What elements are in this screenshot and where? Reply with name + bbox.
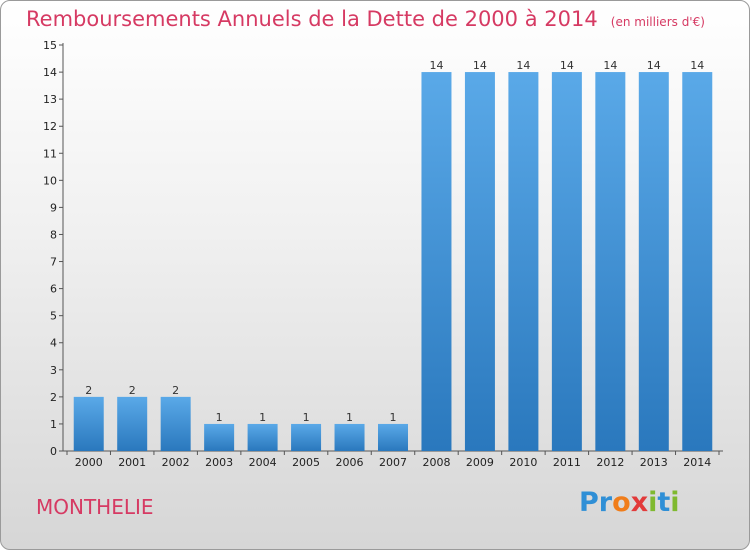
y-tick-label: 9 bbox=[50, 201, 57, 214]
data-label: 14 bbox=[429, 59, 443, 72]
x-tick-label: 2003 bbox=[205, 456, 233, 469]
y-tick-label: 5 bbox=[50, 310, 57, 323]
logo-letter: x bbox=[630, 487, 649, 518]
logo-letter: i bbox=[648, 487, 658, 518]
y-tick-label: 15 bbox=[43, 39, 57, 52]
commune-name: MONTHELIE bbox=[36, 495, 154, 519]
data-label: 2 bbox=[129, 384, 136, 397]
data-label: 14 bbox=[560, 59, 574, 72]
proxiti-logo: Proxiti bbox=[579, 487, 680, 518]
bar bbox=[291, 423, 322, 451]
logo-letter: i bbox=[670, 487, 680, 518]
y-tick-label: 4 bbox=[50, 337, 57, 350]
x-tick-label: 2006 bbox=[336, 456, 364, 469]
chart-title: Remboursements Annuels de la Dette de 20… bbox=[26, 7, 598, 31]
data-label: 1 bbox=[303, 411, 310, 424]
y-tick-label: 6 bbox=[50, 283, 57, 296]
y-tick-label: 7 bbox=[50, 256, 57, 269]
y-tick-label: 2 bbox=[50, 391, 57, 404]
logo-letter: t bbox=[657, 487, 671, 518]
y-tick-label: 8 bbox=[50, 228, 57, 241]
x-tick-label: 2007 bbox=[379, 456, 407, 469]
x-tick-label: 2008 bbox=[422, 456, 450, 469]
data-label: 14 bbox=[516, 59, 530, 72]
data-label: 1 bbox=[259, 411, 266, 424]
bar bbox=[160, 396, 191, 451]
y-tick-label: 1 bbox=[50, 418, 57, 431]
x-tick-label: 2001 bbox=[118, 456, 146, 469]
chart-subtitle: (en milliers d'€) bbox=[610, 15, 705, 29]
y-tick-label: 13 bbox=[43, 93, 57, 106]
logo-letter: r bbox=[598, 487, 613, 518]
y-tick-label: 10 bbox=[43, 174, 57, 187]
x-tick-label: 2004 bbox=[249, 456, 277, 469]
x-tick-label: 2009 bbox=[466, 456, 494, 469]
y-tick-label: 12 bbox=[43, 120, 57, 133]
chart-title-block: Remboursements Annuels de la Dette de 20… bbox=[26, 7, 705, 31]
bar bbox=[421, 72, 452, 452]
x-tick-label: 2012 bbox=[596, 456, 624, 469]
y-tick-label: 0 bbox=[50, 445, 57, 458]
bar bbox=[334, 423, 365, 451]
logo-letter: P bbox=[579, 487, 599, 518]
bar bbox=[73, 396, 104, 451]
x-tick-label: 2010 bbox=[509, 456, 537, 469]
data-label: 14 bbox=[690, 59, 704, 72]
bar bbox=[117, 396, 148, 451]
bar bbox=[378, 423, 408, 451]
logo-letter: o bbox=[612, 487, 631, 518]
data-label: 14 bbox=[647, 59, 661, 72]
x-tick-label: 2000 bbox=[75, 456, 103, 469]
bar bbox=[551, 72, 582, 452]
data-label: 1 bbox=[390, 411, 397, 424]
data-label: 14 bbox=[473, 59, 487, 72]
bar bbox=[595, 72, 626, 452]
x-tick-label: 2002 bbox=[162, 456, 190, 469]
bar bbox=[508, 72, 539, 452]
data-label: 14 bbox=[603, 59, 617, 72]
y-tick-label: 3 bbox=[50, 364, 57, 377]
data-label: 1 bbox=[346, 411, 353, 424]
x-tick-label: 2014 bbox=[683, 456, 711, 469]
x-tick-label: 2005 bbox=[292, 456, 320, 469]
y-tick-label: 11 bbox=[43, 147, 57, 160]
bar bbox=[204, 423, 235, 451]
x-tick-label: 2011 bbox=[553, 456, 581, 469]
x-tick-label: 2013 bbox=[640, 456, 668, 469]
data-label: 2 bbox=[85, 384, 92, 397]
bar bbox=[464, 72, 495, 452]
bar bbox=[247, 423, 278, 451]
bar bbox=[682, 72, 713, 452]
bar bbox=[638, 72, 669, 452]
data-label: 2 bbox=[172, 384, 179, 397]
data-label: 1 bbox=[216, 411, 223, 424]
y-tick-label: 14 bbox=[43, 66, 57, 79]
